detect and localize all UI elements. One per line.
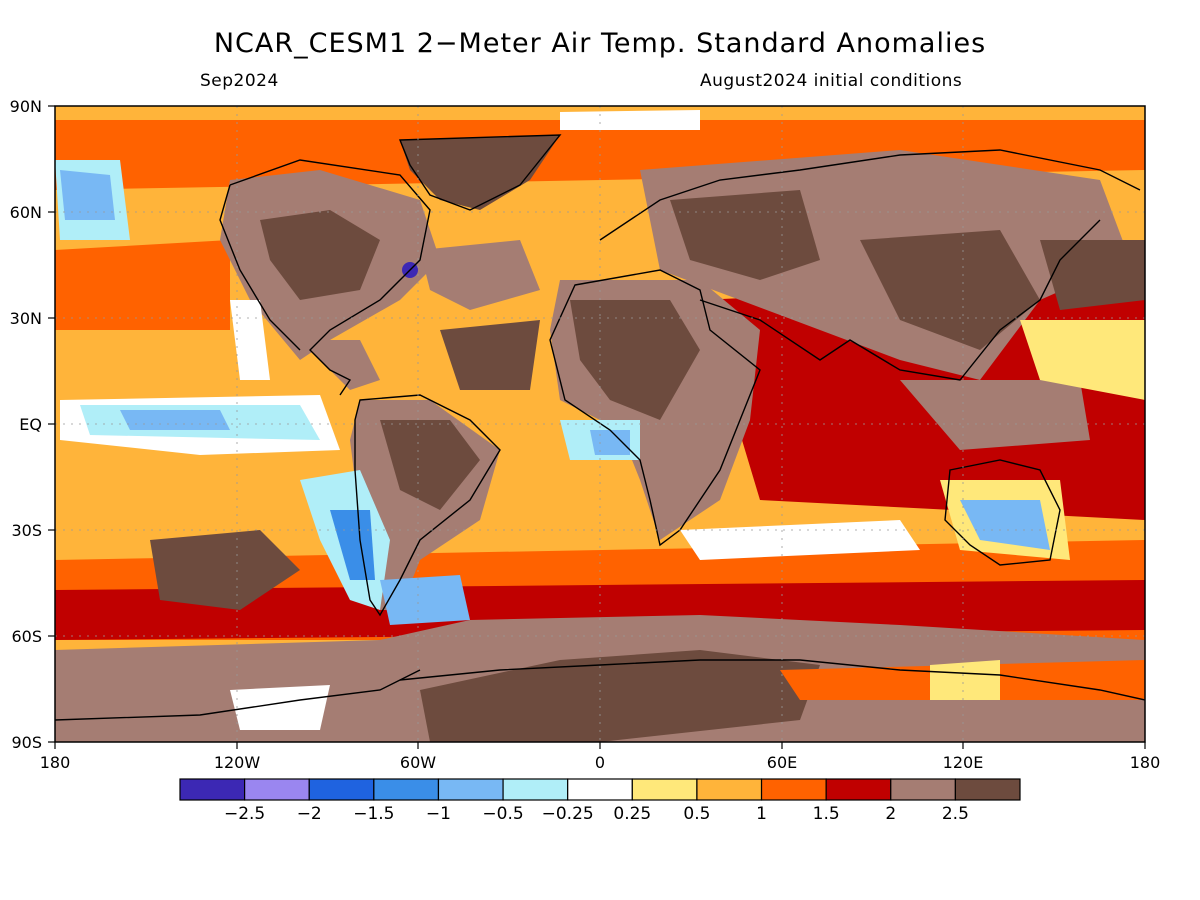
colorbar-swatch [760,778,827,801]
colorbar-label: −0.25 [542,804,594,824]
lon-label: 180 [1130,753,1161,772]
lon-label: 0 [595,753,605,772]
grid [55,106,1145,742]
lat-label: 90N [10,97,42,116]
colorbar-label: 2 [885,804,896,824]
lon-label: 120W [214,753,261,772]
colorbar-label: 2.5 [942,804,969,824]
colorbar-label: −1.5 [353,804,394,824]
colorbar-swatch [954,778,1021,801]
colorbar-swatch [502,778,569,801]
colorbar-label: 0.5 [683,804,710,824]
colorbar-label: 0.25 [613,804,651,824]
lat-label: 30S [11,521,42,540]
colorbar-swatch [631,778,698,801]
colorbar-swatch [244,778,310,801]
lon-label: 60W [400,753,436,772]
colorbar-label: −1 [426,804,451,824]
colorbar-label: −0.5 [482,804,523,824]
map-title: NCAR_CESM1 2−Meter Air Temp. Standard An… [213,28,987,59]
lat-label: 60N [10,203,42,222]
colorbar-swatch [567,778,633,801]
colorbar-swatch [308,778,375,801]
valid-month: Sep2024 [200,71,279,91]
colorbar-label: 1.5 [813,804,840,824]
colorbar-swatch [825,778,892,801]
colorbar-swatch [373,778,440,801]
colorbar-swatch [437,778,504,801]
tick-marks [48,105,1146,749]
colorbar-swatch [696,778,763,801]
colorbar: −2.5 −2 −1.5 −1 −0.5 −0.25 0.25 0.5 1 1.5 2 2.5 [179,778,1021,824]
colorbar-label: −2.5 [224,804,265,824]
initial-conditions: August2024 initial conditions [700,71,963,91]
lon-label: 120E [943,753,984,772]
lat-label: 90S [11,733,42,752]
colorbar-label: −2 [297,804,322,824]
lat-label: 30N [10,309,42,328]
lon-label: 60E [767,753,797,772]
lat-label: EQ [19,415,42,434]
lon-label: 180 [40,753,71,772]
colorbar-swatch [179,778,246,801]
lat-label: 60S [11,627,42,646]
colorbar-label: 1 [756,804,767,824]
colorbar-swatch [890,778,956,801]
